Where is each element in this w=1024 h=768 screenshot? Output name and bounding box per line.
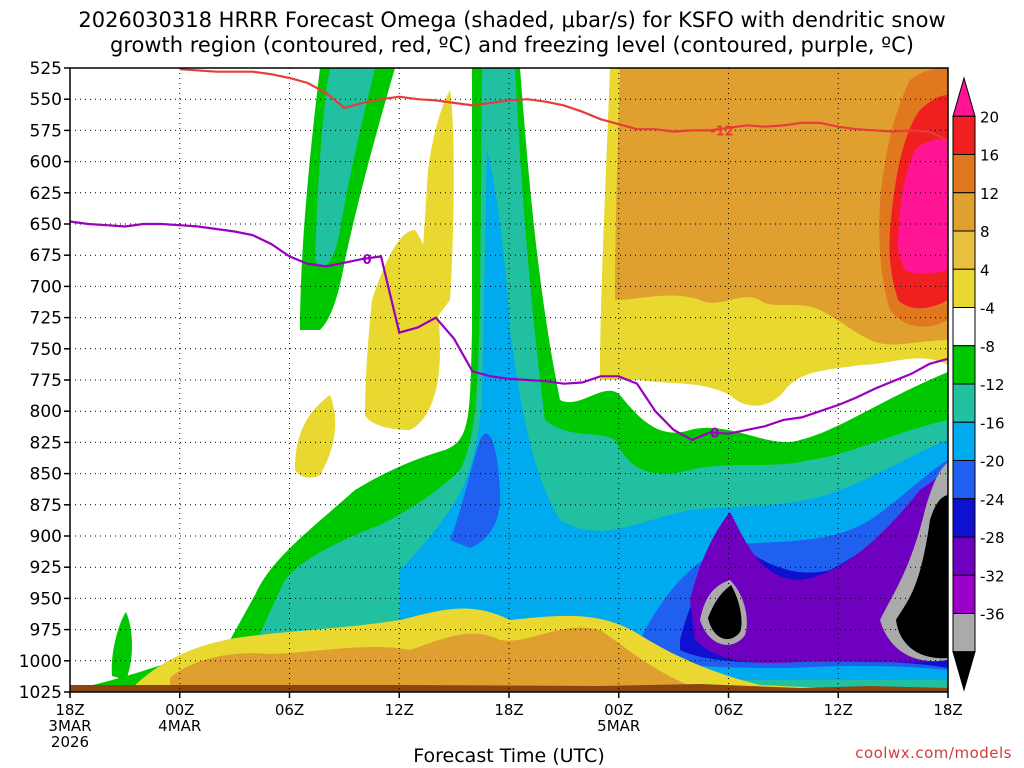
colorbar-swatch-4 xyxy=(952,230,976,270)
colorbar: 20 16 12 8 4 -4 -8 -12 -16 -20 -24 -28 -32 -36 xyxy=(952,76,1005,692)
chart-gridlines xyxy=(70,68,948,692)
y-tick-label-1000: 1000 xyxy=(19,652,62,672)
colorbar-swatch-14 xyxy=(952,613,976,653)
colorbar-label-9: -20 xyxy=(980,453,1005,471)
colorbar-label-11: -28 xyxy=(980,529,1005,547)
colorbar-swatch-13 xyxy=(952,574,976,614)
colorbar-swatch-0 xyxy=(952,76,976,117)
contour-line-1 xyxy=(179,68,949,142)
x-tick-label-1-1: 4MAR xyxy=(158,717,201,735)
x-tick-label-0-0: 18Z xyxy=(55,701,84,719)
y-axis-ticks: 525 550 575 600 625 650 675 700 725 750 775 800 825 8… xyxy=(19,59,70,703)
x-tick-label-5-1: 5MAR xyxy=(597,717,640,735)
x-tick-label-5-0: 00Z xyxy=(604,701,633,719)
contour-line-0 xyxy=(69,220,949,442)
y-tick-label-825: 825 xyxy=(30,433,62,453)
chart-contours: 0 0 -12 xyxy=(69,68,949,442)
y-tick-label-575: 575 xyxy=(30,121,62,141)
colorbar-swatch-9 xyxy=(952,421,976,461)
x-tick-label-1-0: 00Z xyxy=(165,701,194,719)
x-tick-label-7-0: 12Z xyxy=(824,701,853,719)
y-tick-label-675: 675 xyxy=(30,246,62,266)
x-tick-label-0-2: 2026 xyxy=(51,733,89,751)
y-tick-label-775: 775 xyxy=(30,371,62,391)
colorbar-label-13: -36 xyxy=(980,606,1005,624)
y-tick-label-725: 725 xyxy=(30,309,62,329)
colorbar-label-0: 20 xyxy=(980,108,999,126)
omega-shade-magenta-region xyxy=(897,139,948,274)
y-tick-label-800: 800 xyxy=(30,402,62,422)
chart-title-line-2: growth region (contoured, red, ºC) and f… xyxy=(110,33,914,57)
x-axis-label: Forecast Time (UTC) xyxy=(413,745,604,767)
colorbar-label-3: 8 xyxy=(980,223,990,241)
colorbar-swatch-15 xyxy=(952,651,976,692)
colorbar-swatch-2 xyxy=(952,154,976,194)
colorbar-label-8: -16 xyxy=(980,414,1005,432)
omega-shade-yellow-upper-left xyxy=(295,90,454,478)
y-tick-label-650: 650 xyxy=(30,215,62,235)
omega-shade-black-region xyxy=(708,495,948,659)
chart-title: 2026030318 HRRR Forecast Omega (shaded, … xyxy=(0,8,1024,58)
colorbar-swatch-8 xyxy=(952,383,976,423)
y-tick-label-700: 700 xyxy=(30,277,62,297)
y-tick-label-1025: 1025 xyxy=(19,683,62,703)
omega-shade-gray-region xyxy=(700,462,948,662)
omega-shading xyxy=(70,68,948,692)
y-tick-label-850: 850 xyxy=(30,465,62,485)
colorbar-label-7: -12 xyxy=(980,376,1005,394)
colorbar-swatch-10 xyxy=(952,460,976,500)
y-tick-label-550: 550 xyxy=(30,90,62,110)
y-tick-label-925: 925 xyxy=(30,558,62,578)
y-tick-label-750: 750 xyxy=(30,340,62,360)
x-tick-label-4-0: 18Z xyxy=(494,701,523,719)
omega-shade-teal-left-plume xyxy=(315,68,375,266)
colorbar-label-6: -8 xyxy=(980,338,995,356)
omega-shade-orange-low-band xyxy=(170,627,700,692)
y-tick-label-525: 525 xyxy=(30,59,62,79)
contour-label-0-1: 0 xyxy=(710,426,719,441)
colorbar-label-4: 4 xyxy=(980,261,990,279)
colorbar-swatch-12 xyxy=(952,536,976,576)
colorbar-label-10: -24 xyxy=(980,491,1005,509)
colorbar-swatch-7 xyxy=(952,345,976,385)
colorbar-swatch-6 xyxy=(952,307,976,347)
colorbar-label-5: -4 xyxy=(980,300,995,318)
y-tick-label-875: 875 xyxy=(30,496,62,516)
x-tick-label-3-0: 12Z xyxy=(385,701,414,719)
omega-shade-green-small xyxy=(111,612,132,680)
y-tick-label-600: 600 xyxy=(30,153,62,173)
colorbar-label-12: -32 xyxy=(980,567,1005,585)
contour-label-0-0: 0 xyxy=(363,253,372,268)
colorbar-swatch-1 xyxy=(952,115,976,155)
y-tick-label-900: 900 xyxy=(30,527,62,547)
colorbar-swatch-11 xyxy=(952,498,976,538)
colorbar-swatch-5 xyxy=(952,268,976,308)
contour-label-1-0: -12 xyxy=(710,124,734,139)
chart-title-line-1: 2026030318 HRRR Forecast Omega (shaded, … xyxy=(78,8,946,32)
x-tick-label-8-0: 18Z xyxy=(933,701,962,719)
omega-shade-orange-upper-right xyxy=(615,68,948,345)
y-tick-label-950: 950 xyxy=(30,589,62,609)
watermark: coolwx.com/models xyxy=(855,744,1012,762)
colorbar-label-1: 16 xyxy=(980,147,999,165)
x-tick-label-2-0: 06Z xyxy=(275,701,304,719)
colorbar-label-2: 12 xyxy=(980,185,999,203)
x-tick-label-6-0: 06Z xyxy=(714,701,743,719)
y-tick-label-975: 975 xyxy=(30,621,62,641)
colorbar-swatch-3 xyxy=(952,192,976,232)
y-tick-label-625: 625 xyxy=(30,184,62,204)
x-tick-label-0-1: 3MAR xyxy=(48,717,91,735)
